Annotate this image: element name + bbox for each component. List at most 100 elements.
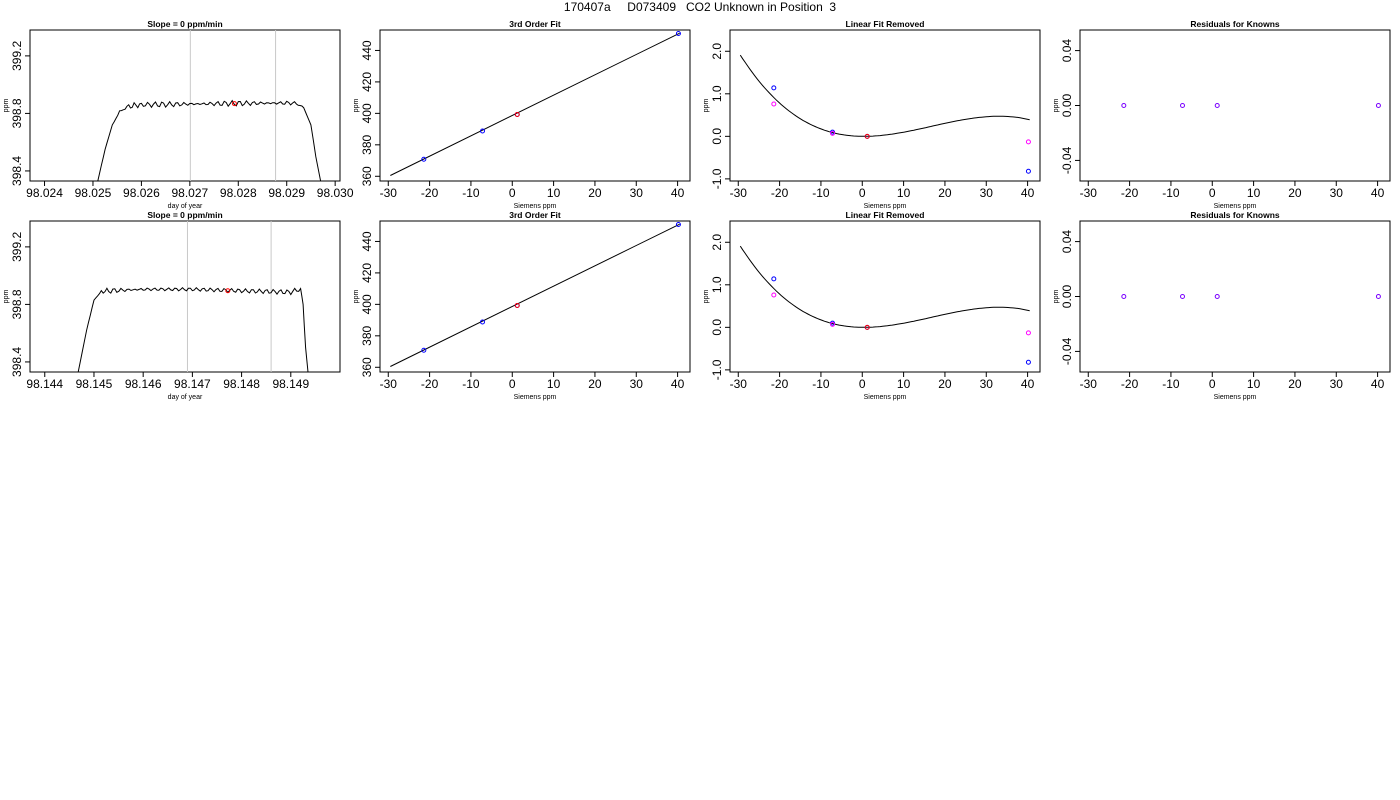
x-tick-label: 98.144	[26, 377, 63, 391]
y-tick-label: 420	[360, 72, 374, 92]
chart-title: Slope = 0 ppm/min	[147, 19, 222, 29]
y-tick-label: 398.4	[10, 347, 24, 377]
x-tick-label: 98.148	[223, 377, 260, 391]
plot-area	[739, 245, 1031, 365]
x-tick-label: -20	[421, 186, 439, 200]
x-tick-label: 40	[671, 186, 685, 200]
x-tick-label: -30	[1080, 186, 1098, 200]
plot-area	[739, 54, 1031, 174]
x-tick-label: -10	[812, 377, 830, 391]
y-tick-label: 399.2	[10, 232, 24, 262]
x-tick-label: 20	[1288, 377, 1302, 391]
x-axis-label: Siemens ppm	[1214, 203, 1257, 210]
known-point	[771, 85, 777, 91]
y-tick-label: 398.8	[10, 98, 24, 128]
x-tick-label: 98.024	[26, 186, 63, 200]
x-tick-label: -10	[462, 186, 480, 200]
y-tick-label: 440	[360, 40, 374, 60]
plot-area	[1121, 294, 1381, 299]
known-point	[1025, 359, 1031, 365]
unknown-point	[231, 101, 237, 107]
y-tick-label: 0.04	[1060, 39, 1074, 63]
residual-point	[1375, 294, 1381, 299]
y-tick-label: 380	[360, 134, 374, 154]
series-line	[97, 99, 322, 181]
residual-point	[1214, 294, 1220, 299]
plot-area	[390, 221, 681, 367]
plot-frame	[379, 220, 691, 373]
x-tick-label: 20	[938, 186, 952, 200]
x-tick-label: -20	[1121, 186, 1139, 200]
known-point	[421, 156, 427, 162]
x-tick-label: 0	[859, 377, 866, 391]
x-tick-label: 98.145	[76, 377, 113, 391]
plot-area	[1121, 103, 1381, 108]
fit-curve	[739, 54, 1030, 137]
y-tick-label: 0.00	[1060, 284, 1074, 308]
x-tick-label: 98.026	[123, 186, 160, 200]
y-tick-label: 0.0	[710, 319, 724, 336]
y-axis-label: ppm	[353, 99, 360, 113]
y-tick-label: 1.0	[710, 276, 724, 293]
chart-panel-0-1: 3rd Order Fit -30 -20 -10 0 10 20 30 40 Siemens p…	[353, 19, 691, 210]
unknown-point	[225, 288, 231, 294]
y-tick-label: 0.04	[1060, 230, 1074, 254]
plot-frame	[729, 220, 1041, 373]
residual-point	[1180, 294, 1186, 299]
y-tick-label: 0.0	[710, 128, 724, 145]
x-tick-label: 10	[897, 186, 911, 200]
known-point	[771, 276, 777, 282]
residual-point	[1180, 103, 1186, 108]
x-tick-label: 10	[547, 186, 561, 200]
x-tick-label: 10	[897, 377, 911, 391]
fit-curve	[390, 223, 680, 367]
x-tick-label: 0	[859, 186, 866, 200]
x-tick-label: -10	[812, 186, 830, 200]
y-tick-label: 398.4	[10, 156, 24, 186]
chart-panel-1-2: Linear Fit Removed -30 -20 -10 0 10 20 30 40 Siem…	[703, 210, 1041, 401]
raw-point	[771, 101, 777, 107]
y-tick-label: 399.2	[10, 41, 24, 71]
x-tick-label: 30	[980, 186, 994, 200]
plot-area	[77, 221, 309, 372]
y-tick-label: 400	[360, 103, 374, 123]
x-tick-label: 30	[980, 377, 994, 391]
chart-title: 3rd Order Fit	[509, 210, 561, 220]
chart-panel-0-3: Residuals for Knowns -30 -20 -10 0 10 20 30 40 Si…	[1053, 19, 1391, 210]
plot-area	[390, 30, 681, 176]
y-axis-label: ppm	[1053, 99, 1060, 113]
x-tick-label: 30	[630, 377, 644, 391]
x-tick-label: 20	[1288, 186, 1302, 200]
x-axis-label: day of year	[168, 203, 203, 210]
residual-point	[1375, 103, 1381, 108]
x-tick-label: -10	[1162, 377, 1180, 391]
x-tick-label: 10	[1247, 377, 1261, 391]
raw-point	[830, 321, 836, 327]
unknown-point	[864, 133, 870, 139]
x-tick-label: -20	[1121, 377, 1139, 391]
y-tick-label: -0.04	[1060, 146, 1074, 174]
x-tick-label: -10	[1162, 186, 1180, 200]
x-tick-label: 10	[547, 377, 561, 391]
x-tick-label: 10	[1247, 186, 1261, 200]
x-tick-label: -30	[730, 186, 748, 200]
x-tick-label: -30	[730, 377, 748, 391]
y-tick-label: 2.0	[710, 43, 724, 60]
x-tick-label: 98.030	[317, 186, 354, 200]
known-point	[480, 128, 486, 134]
x-tick-label: 98.027	[171, 186, 208, 200]
y-tick-label: 400	[360, 294, 374, 314]
x-axis-label: Siemens ppm	[514, 394, 557, 401]
known-point	[421, 347, 427, 353]
y-axis-label: ppm	[1053, 290, 1060, 304]
raw-point	[830, 130, 836, 136]
x-tick-label: -30	[1080, 377, 1098, 391]
y-tick-label: -1.0	[710, 359, 724, 380]
x-tick-label: 40	[1371, 377, 1385, 391]
plot-area	[97, 30, 322, 181]
x-tick-label: 0	[509, 186, 516, 200]
y-tick-label: 360	[360, 357, 374, 377]
plot-frame	[29, 29, 341, 182]
known-point	[675, 30, 681, 36]
residual-point	[1121, 103, 1127, 108]
